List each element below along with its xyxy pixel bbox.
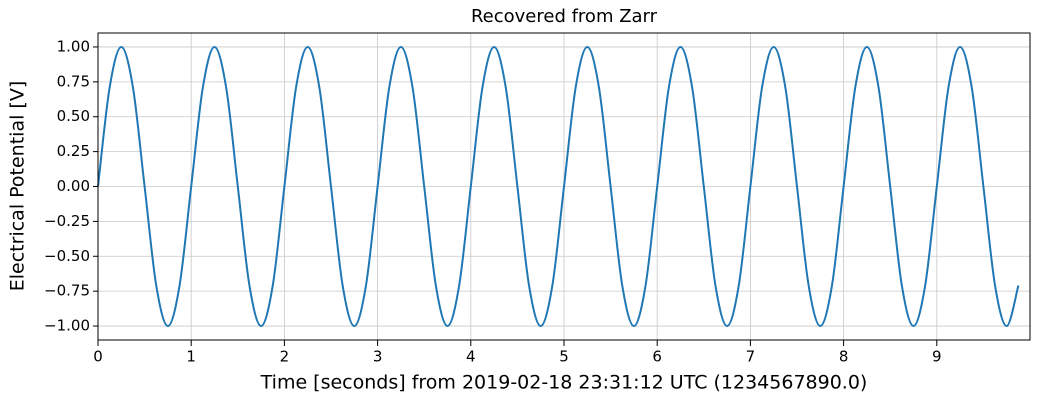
x-tick-label: 8 [839, 348, 849, 366]
x-tick-label: 2 [280, 348, 290, 366]
x-tick-label: 4 [466, 348, 476, 366]
y-tick-label: 0.75 [57, 72, 90, 90]
y-tick-label: 0.25 [57, 142, 90, 160]
x-axis-label: Time [seconds] from 2019-02-18 23:31:12 … [260, 372, 868, 394]
x-tick-label: 3 [373, 348, 383, 366]
y-axis-label: Electrical Potential [V] [7, 81, 29, 291]
y-tick-label: 0.50 [57, 107, 90, 125]
x-tick-label: 0 [93, 348, 103, 366]
x-tick-label: 1 [186, 348, 196, 366]
y-tick-label: 1.00 [57, 37, 90, 55]
y-tick-label: 0.00 [57, 177, 90, 195]
y-tick-label: −1.00 [44, 317, 90, 335]
chart-title: Recovered from Zarr [471, 6, 658, 27]
y-tick-label: −0.50 [44, 247, 90, 265]
x-tick-label: 9 [932, 348, 942, 366]
plot-frame [97, 32, 1031, 341]
x-tick-label: 7 [746, 348, 756, 366]
y-tick-label: −0.75 [44, 282, 90, 300]
y-tick-label: −0.25 [44, 212, 90, 230]
x-tick-label: 5 [559, 348, 569, 366]
x-tick-label: 6 [652, 348, 662, 366]
data-line [97, 45, 1020, 328]
